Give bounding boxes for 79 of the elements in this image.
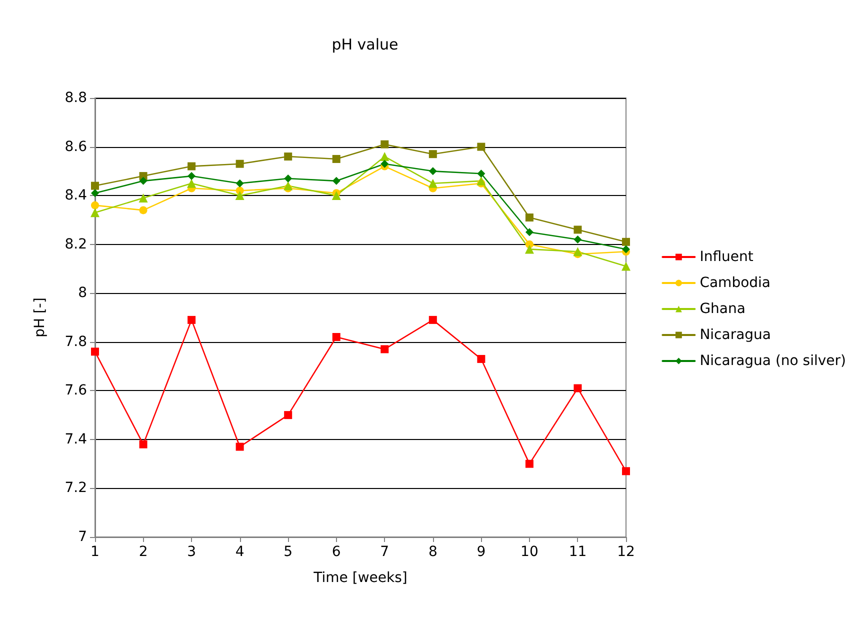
x-tick-label: 4 (235, 544, 244, 560)
y-tick-label: 7.2 (64, 480, 87, 496)
y-tick-label: 8.6 (64, 138, 88, 155)
point (524, 244, 534, 254)
point (332, 333, 340, 342)
point (622, 245, 630, 254)
point (90, 208, 100, 218)
point (380, 152, 390, 162)
point (380, 160, 389, 168)
point (284, 152, 292, 161)
point (476, 176, 486, 186)
x-tick-label: 5 (284, 544, 293, 560)
point (428, 178, 438, 188)
point (574, 235, 582, 244)
x-tick-label: 11 (568, 544, 587, 560)
x-tick-label: 10 (520, 544, 538, 560)
y-tick-label: 8.8 (64, 90, 87, 106)
x-tick-label: 8 (428, 544, 438, 560)
point (622, 238, 630, 246)
point (573, 247, 582, 256)
point (235, 191, 244, 200)
point (284, 411, 292, 420)
x-tick-label: 1 (90, 544, 100, 560)
y-tick-label: 8 (78, 285, 87, 302)
point (188, 316, 196, 324)
x-tick-label: 3 (187, 544, 196, 560)
y-tick-label: 7.8 (64, 334, 87, 350)
point (477, 142, 486, 151)
point (525, 460, 534, 468)
point (188, 172, 196, 180)
y-tick-label: 8.2 (64, 236, 87, 252)
chart-title: pH value (332, 36, 398, 54)
point (574, 226, 582, 234)
point (428, 150, 437, 158)
point (139, 206, 148, 214)
x-axis-title: Time [weeks] (312, 570, 408, 586)
point (380, 140, 389, 148)
point (428, 316, 437, 324)
point (139, 440, 148, 448)
point (428, 167, 437, 176)
point (332, 191, 341, 200)
point (187, 178, 196, 188)
point (139, 176, 148, 185)
legend-label: Nicaragua (700, 327, 772, 343)
point (91, 189, 99, 198)
point (477, 354, 486, 363)
legend-label: Influent (700, 249, 754, 265)
point (380, 345, 389, 354)
point (91, 201, 99, 210)
point (622, 262, 630, 271)
point (622, 467, 630, 476)
point (332, 154, 340, 163)
x-tick-label: 12 (617, 544, 635, 560)
point (236, 160, 244, 168)
y-tick-label: 7.6 (64, 382, 88, 399)
legend-label: Cambodia (700, 275, 771, 291)
point (477, 170, 486, 178)
point (525, 228, 534, 236)
point (284, 181, 293, 190)
point (91, 348, 99, 356)
y-tick-label: 8.4 (64, 188, 88, 204)
x-tick-label: 7 (380, 544, 390, 560)
x-tick-label: 9 (476, 544, 486, 560)
point (574, 384, 582, 392)
point (332, 176, 340, 185)
y-axis-title: pH [-] (32, 298, 48, 338)
point (236, 442, 244, 451)
y-tick-label: 7.4 (64, 431, 88, 448)
legend-label: Ghana (700, 301, 746, 317)
point (284, 174, 292, 182)
point (525, 214, 534, 222)
point (138, 193, 148, 202)
y-tick-label: 7 (78, 529, 87, 545)
legend-label: Nicaragua (no silver) (700, 353, 846, 369)
x-tick-label: 6 (332, 544, 341, 560)
point (188, 162, 196, 170)
x-tick-label: 2 (138, 544, 148, 560)
point (236, 179, 244, 188)
point (91, 182, 99, 190)
